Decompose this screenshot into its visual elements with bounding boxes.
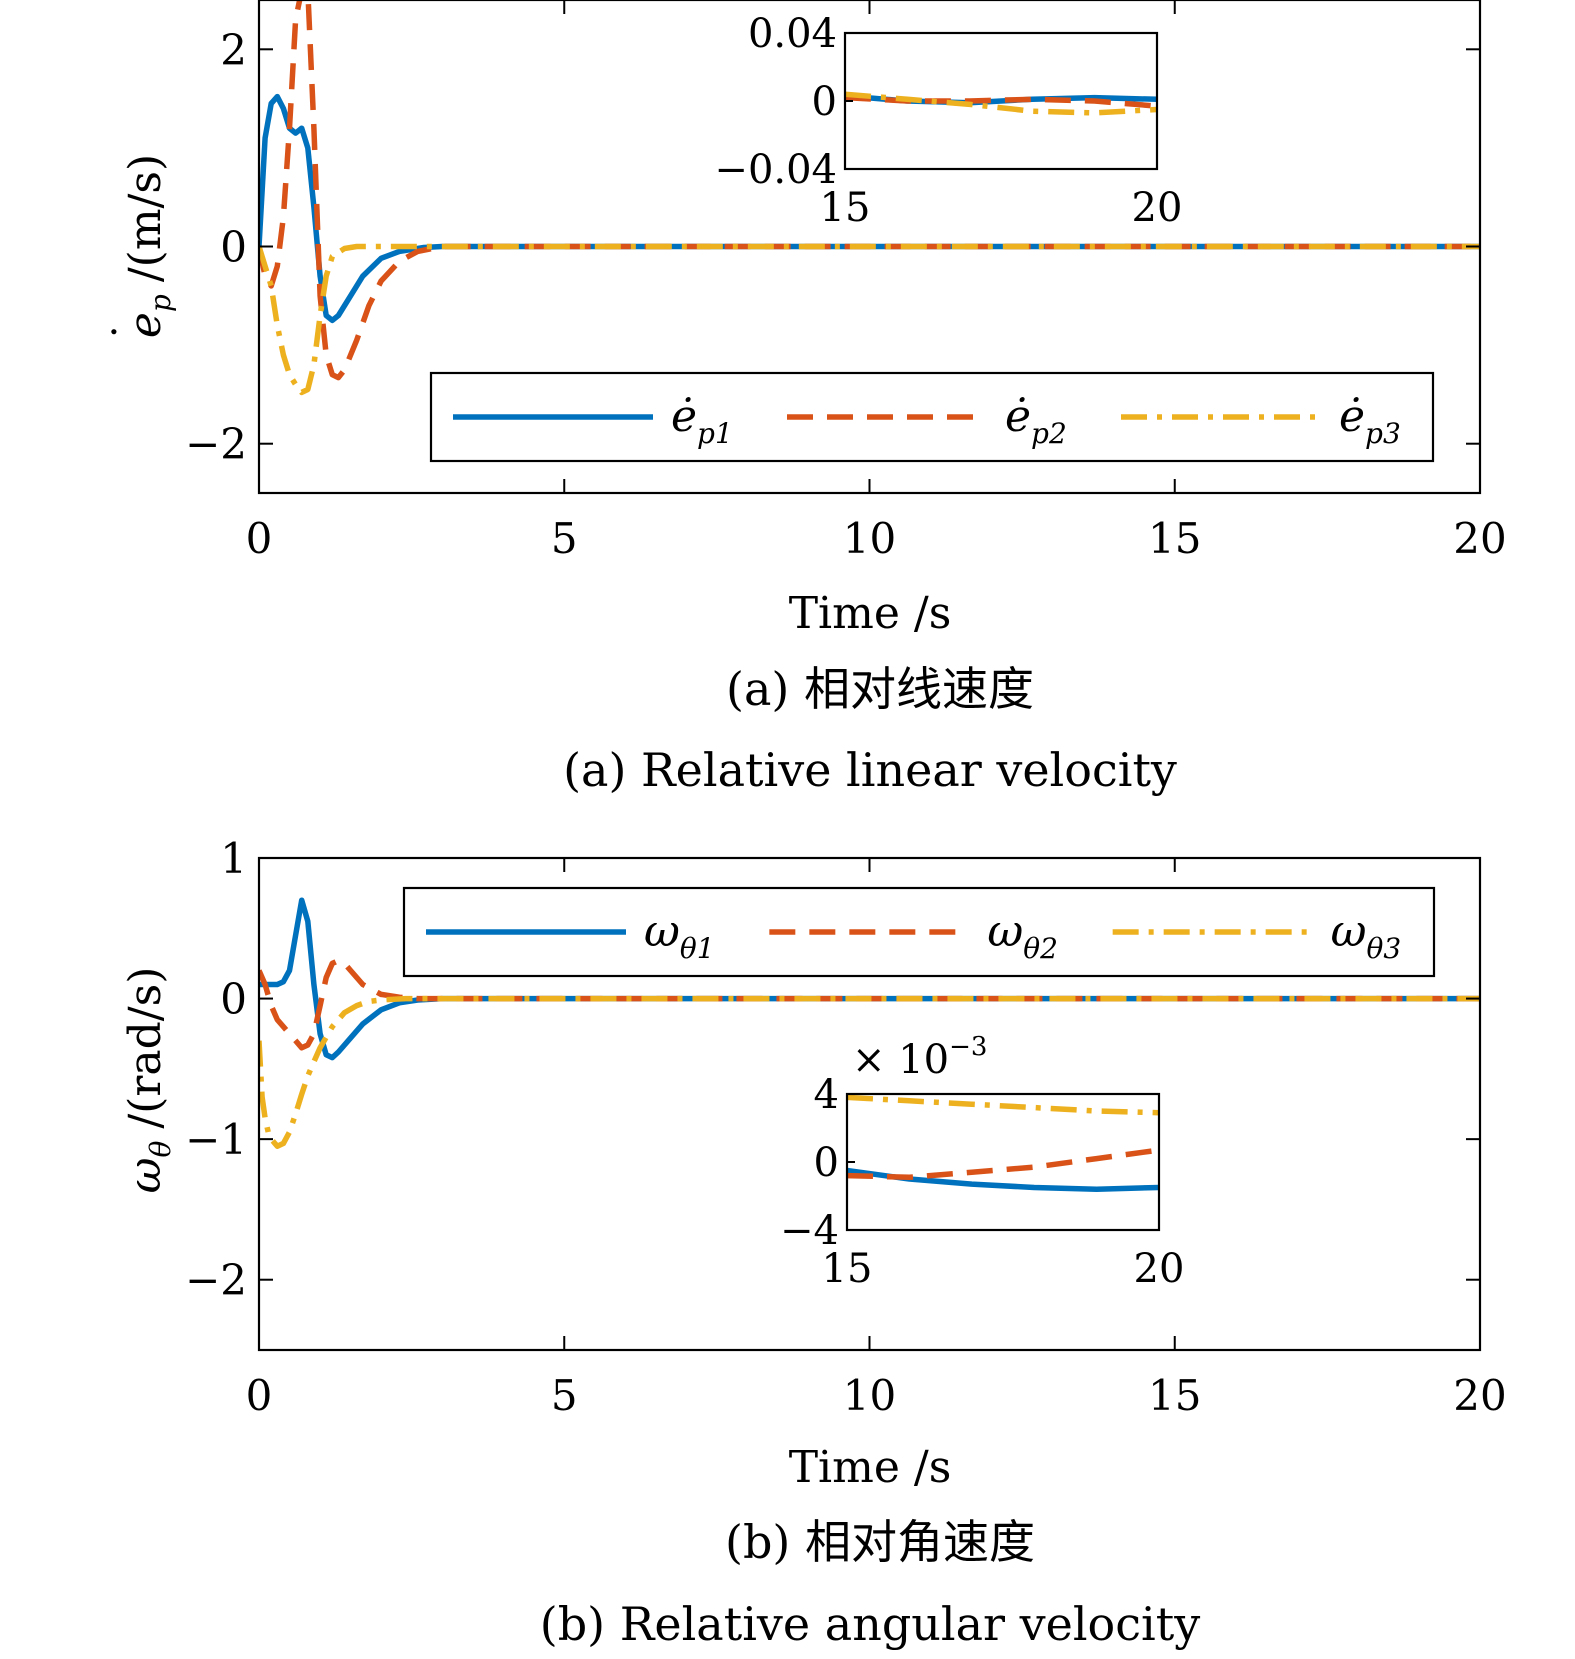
chart-b-inset-series-3: [847, 1094, 1159, 1116]
chart-b-legend: ωθ1 ωθ2 ωθ3: [402, 886, 1436, 978]
chart-a-legend-label-1: ėp1: [671, 391, 733, 450]
chart-a-inset-ytick-label: −0.04: [714, 147, 837, 193]
chart-a-xtick-label: 15: [1148, 514, 1201, 563]
chart-a-inset-lines: [845, 91, 1157, 116]
chart-a-ylabel-sub: p: [144, 294, 177, 312]
chart-b-xtick-label: 0: [246, 1371, 273, 1420]
chart-b-caption-cn: (b) 相对角速度: [725, 1515, 1035, 1569]
chart-b-xtick-label: 5: [551, 1371, 578, 1420]
svg-text:ep/(m/s): ep /(m/s): [120, 154, 177, 338]
chart-b-inset-xtick-label: 20: [1134, 1246, 1185, 1292]
chart-a-legend-label-2: ėp2: [1005, 391, 1067, 450]
chart-b-inset-ytick-label: 0: [814, 1140, 839, 1186]
chart-a-series-3: [259, 243, 1480, 396]
chart-b-xtick-label: 10: [843, 1371, 896, 1420]
chart-a-lines: [259, 0, 1480, 396]
chart-b-inset: 15 20 4 0 −4 × 10−3: [780, 1032, 1184, 1292]
chart-b-ytick-label: −2: [185, 1256, 247, 1305]
chart-a-ylabel: ep /(m/s) ·: [92, 154, 177, 338]
chart-a-inset-series-3: [845, 91, 1157, 116]
chart-a-ylabel-unit: /(m/s): [120, 154, 171, 282]
chart-b-ytick-label: −1: [185, 1115, 247, 1164]
svg-text:ωθ/(rad/s): ωθ /(rad/s): [120, 967, 177, 1194]
chart-b-ylabel-sub: θ: [144, 1140, 177, 1157]
chart-a-ylabel-dot: ·: [92, 325, 138, 338]
chart-a-ticks: 0 5 10 15 20 −2 0 2: [185, 0, 1507, 563]
chart-a-xlabel: Time /s: [789, 588, 952, 639]
chart-b-ylabel: ωθ /(rad/s): [120, 967, 177, 1194]
chart-a-series-2: [259, 0, 1480, 381]
chart-a-inset-ticks: 15 20 0.04 0 −0.04: [714, 11, 1182, 231]
chart-a-ylabel-symbol: e: [120, 312, 171, 338]
chart-a: 0 5 10 15 20 −2 0 2 Time /s ep /(m/s) · 15 20 0.04…: [92, 0, 1507, 797]
chart-a-ytick-label: −2: [185, 420, 247, 469]
chart-b-caption-en: (b) Relative angular velocity: [540, 1597, 1200, 1651]
chart-b-xtick-label: 20: [1453, 1371, 1506, 1420]
chart-b-inset-lines: [847, 1094, 1159, 1192]
chart-a-legend-label-3: ėp3: [1339, 391, 1401, 450]
chart-b-inset-xtick-label: 15: [822, 1246, 873, 1292]
chart-a-xtick-label: 10: [843, 514, 896, 563]
chart-b-inset-ytick-label: −4: [780, 1208, 839, 1254]
chart-a-inset-xtick-label: 15: [820, 185, 871, 231]
chart-a-inset: 15 20 0.04 0 −0.04: [714, 11, 1182, 231]
chart-b-xtick-label: 15: [1148, 1371, 1201, 1420]
chart-b-legend-label-1: ωθ1: [644, 906, 715, 965]
chart-b-legend-label-2: ωθ2: [987, 906, 1058, 965]
chart-a-inset-ytick-label: 0.04: [748, 11, 837, 57]
chart-a-xtick-label: 20: [1453, 514, 1506, 563]
chart-b-legend-box: [402, 886, 1436, 978]
chart-a-caption-en: (a) Relative linear velocity: [563, 743, 1177, 797]
chart-b-inset-series-2: [847, 1147, 1159, 1181]
chart-a-ytick-label: 2: [220, 25, 247, 74]
chart-a-ytick-label: 0: [220, 223, 247, 272]
chart-a-legend: ėp1 ėp2 ėp3: [429, 371, 1435, 463]
chart-a-caption-cn: (a) 相对线速度: [726, 662, 1034, 716]
chart-b-series-3: [259, 995, 1480, 1149]
chart-b-xlabel: Time /s: [789, 1442, 952, 1493]
chart-a-inset-ytick-label: 0: [812, 79, 837, 125]
chart-a-inset-xtick-label: 20: [1132, 185, 1183, 231]
chart-b-inset-ticks: 15 20 4 0 −4: [780, 1072, 1184, 1292]
chart-b-ytick-label: 1: [220, 834, 247, 883]
chart-b-ylabel-unit: /(rad/s): [120, 967, 171, 1129]
chart-a-xtick-label: 0: [246, 514, 273, 563]
chart-b-inset-ytick-label: 4: [814, 1072, 839, 1118]
chart-b-ytick-label: 0: [220, 975, 247, 1024]
chart-b-series-2: [259, 957, 1480, 1051]
chart-b-lines: [259, 897, 1480, 1149]
chart-b-ylabel-symbol: ω: [120, 1157, 171, 1193]
chart-b-inset-exponent: × 10−3: [852, 1032, 987, 1083]
chart-b-legend-label-3: ωθ3: [1331, 906, 1402, 965]
chart-a-xtick-label: 5: [551, 514, 578, 563]
